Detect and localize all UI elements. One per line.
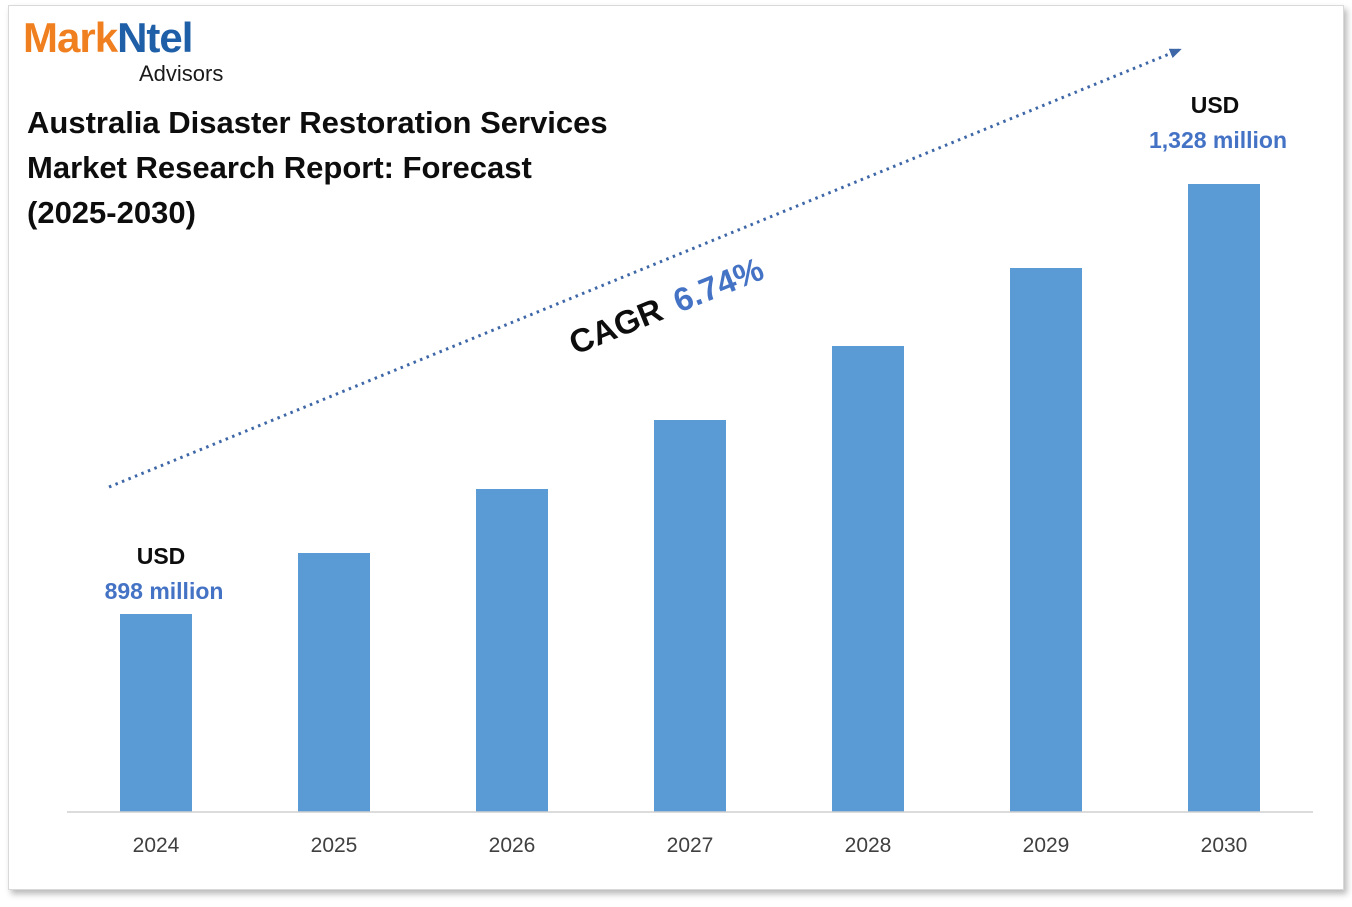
x-tick-label-2026: 2026 — [489, 834, 536, 857]
chart-title-line-2: Market Research Report: Forecast — [27, 150, 532, 185]
cagr-value: 6.74% — [668, 250, 769, 319]
logo-ntel-text: Ntel — [117, 14, 193, 61]
x-tick-label-2024: 2024 — [133, 834, 180, 857]
bar-2024 — [120, 614, 192, 812]
x-tick-label-2028: 2028 — [845, 834, 892, 857]
x-tick-label-2030: 2030 — [1201, 834, 1248, 857]
x-tick-label-2025: 2025 — [311, 834, 358, 857]
bar-2026 — [476, 489, 548, 812]
bar-2027 — [654, 420, 726, 812]
logo-wordmark: MarkNtel — [23, 14, 193, 62]
bar-2028 — [832, 346, 904, 812]
bar-chart: 2024 2025 2026 2027 2028 2029 2030 USD 898 mil… — [67, 48, 1313, 857]
x-tick-label-2029: 2029 — [1023, 834, 1070, 857]
markntel-logo: MarkNtel Advisors — [23, 14, 243, 94]
chart-title-line-3: (2025-2030) — [27, 195, 196, 230]
cagr-label: CAGR — [564, 291, 668, 362]
chart-title: Australia Disaster Restoration Services … — [27, 100, 667, 235]
start-currency-label: USD — [137, 543, 186, 569]
bar-series — [120, 184, 1260, 812]
x-axis-ticks: 2024 2025 2026 2027 2028 2029 2030 — [133, 834, 1248, 857]
end-value-label: 1,328 million — [1149, 127, 1287, 153]
bar-2029 — [1010, 268, 1082, 812]
bar-2030 — [1188, 184, 1260, 812]
report-card: MarkNtel Advisors Australia Disaster Res… — [8, 5, 1344, 890]
logo-subtitle: Advisors — [139, 61, 224, 86]
x-tick-label-2027: 2027 — [667, 834, 714, 857]
bar-2025 — [298, 553, 370, 812]
cagr-annotation: CAGR 6.74% — [564, 250, 769, 361]
end-currency-label: USD — [1191, 92, 1240, 118]
logo-mark-text: Mark — [23, 14, 118, 61]
start-value-label: 898 million — [105, 578, 224, 604]
chart-title-line-1: Australia Disaster Restoration Services — [27, 105, 608, 140]
